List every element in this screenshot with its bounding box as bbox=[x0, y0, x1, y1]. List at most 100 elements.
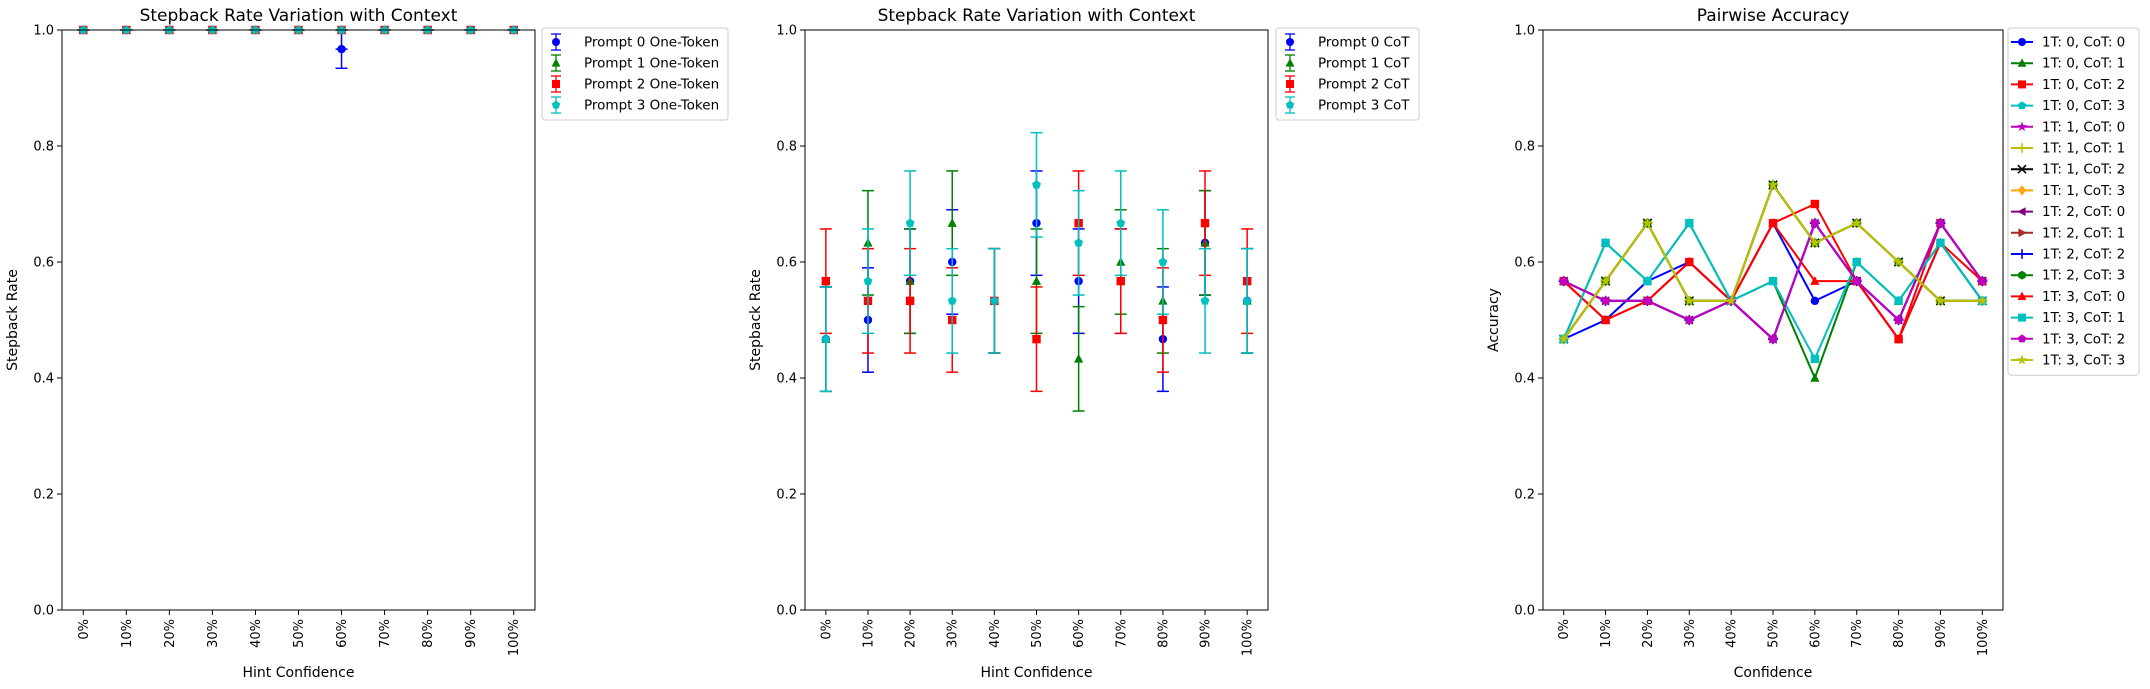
data-point bbox=[1158, 315, 1168, 325]
x-tick-label: 60% bbox=[1072, 619, 1087, 648]
plot-area bbox=[804, 29, 1269, 611]
x-tick-label: 30% bbox=[206, 619, 221, 648]
legend-marker bbox=[2017, 101, 2027, 110]
data-point bbox=[1810, 276, 1820, 285]
legend-label: 1T: 3, CoT: 0 bbox=[2042, 289, 2125, 305]
data-point bbox=[1642, 217, 1653, 228]
x-tick-label: 70% bbox=[1114, 619, 1129, 648]
legend-marker bbox=[2018, 270, 2026, 280]
legend-box bbox=[2007, 27, 2140, 376]
data-point bbox=[905, 296, 915, 306]
y-tick-label: 0.0 bbox=[33, 604, 54, 619]
legend-marker bbox=[551, 58, 561, 67]
x-tick-label: 90% bbox=[464, 619, 479, 648]
y-tick-label: 1.0 bbox=[33, 24, 54, 39]
data-point bbox=[1893, 256, 1904, 267]
data-point bbox=[947, 296, 957, 305]
data-point bbox=[1810, 199, 1820, 209]
y-tick-label: 0.8 bbox=[33, 140, 54, 155]
data-point bbox=[1558, 333, 1569, 344]
series-7 bbox=[1559, 179, 1987, 345]
series-11 bbox=[1559, 180, 1987, 344]
data-point bbox=[1684, 315, 1694, 324]
y-tick-label: 0.0 bbox=[776, 604, 797, 619]
data-point bbox=[1601, 296, 1610, 305]
legend-label: 1T: 2, CoT: 2 bbox=[2042, 247, 2125, 263]
legend-label: 1T: 3, CoT: 1 bbox=[2042, 310, 2125, 326]
x-tick-label: 0% bbox=[819, 619, 834, 640]
y-tick-label: 0.2 bbox=[1514, 488, 1535, 503]
x-tick-label: 20% bbox=[1641, 619, 1656, 648]
x-tick-label: 30% bbox=[946, 619, 961, 648]
legend-marker bbox=[2017, 143, 2027, 153]
data-point bbox=[1977, 276, 1987, 285]
data-point bbox=[1768, 334, 1778, 343]
x-tick-label: 80% bbox=[1156, 619, 1171, 648]
data-point bbox=[1684, 295, 1695, 306]
x-tick-label: 10% bbox=[120, 619, 135, 648]
data-point bbox=[1936, 238, 1945, 248]
x-axis-label: Hint Confidence bbox=[243, 665, 355, 681]
data-point bbox=[989, 296, 999, 305]
legend-label: 1T: 1, CoT: 2 bbox=[2042, 162, 2125, 178]
legend-label: 1T: 3, CoT: 2 bbox=[2042, 331, 2125, 347]
legend-label: Prompt 2 One-Token bbox=[584, 77, 719, 93]
data-point bbox=[1810, 354, 1820, 364]
data-point bbox=[1074, 238, 1084, 247]
series-6 bbox=[1558, 180, 1988, 344]
x-tick-label: 0% bbox=[77, 619, 92, 640]
data-point bbox=[1894, 296, 1903, 306]
data-point bbox=[1810, 372, 1820, 382]
legend-marker bbox=[2017, 121, 2027, 132]
y-tick-label: 0.8 bbox=[776, 140, 797, 155]
data-point bbox=[1200, 296, 1210, 305]
legend-marker bbox=[2017, 291, 2027, 300]
legend-marker bbox=[2017, 164, 2027, 174]
x-tick-label: 60% bbox=[1808, 619, 1823, 648]
x-tick-label: 40% bbox=[988, 619, 1003, 648]
data-point bbox=[1894, 315, 1903, 324]
legend-label: 1T: 2, CoT: 3 bbox=[2042, 268, 2125, 284]
legend-box bbox=[1275, 27, 1420, 121]
y-tick-label: 1.0 bbox=[776, 24, 797, 39]
legend-label: Prompt 3 CoT bbox=[1318, 98, 1410, 114]
data-point bbox=[1643, 296, 1652, 305]
x-tick-label: 60% bbox=[335, 619, 350, 648]
data-point bbox=[1893, 334, 1904, 343]
legend-marker bbox=[2018, 185, 2026, 196]
x-tick-label: 100% bbox=[1241, 619, 1256, 656]
data-point bbox=[1810, 296, 1820, 306]
x-tick-label: 100% bbox=[507, 619, 522, 656]
legend-label: 1T: 2, CoT: 1 bbox=[2042, 225, 2125, 241]
x-tick-label: 30% bbox=[1683, 619, 1698, 648]
x-tick-label: 70% bbox=[1850, 619, 1865, 648]
chart-panel-2: Pairwise Accuracy 0.0 0.2 0.4 0.6 0.8 1.0 0% 10%… bbox=[1486, 6, 2140, 681]
y-tick-label: 0.8 bbox=[1514, 140, 1535, 155]
data-point bbox=[1768, 276, 1778, 286]
data-point bbox=[1031, 276, 1042, 285]
data-point bbox=[1559, 276, 1569, 285]
legend-label: Prompt 2 CoT bbox=[1318, 77, 1410, 93]
x-axis-label: Confidence bbox=[1734, 665, 1813, 681]
data-point bbox=[1936, 218, 1945, 227]
legend-label: 1T: 0, CoT: 3 bbox=[2042, 98, 2125, 114]
data-point bbox=[1074, 353, 1084, 363]
legend-marker bbox=[2018, 313, 2026, 322]
legend-label: 1T: 1, CoT: 0 bbox=[2042, 119, 2125, 135]
x-tick-label: 50% bbox=[1030, 619, 1045, 648]
x-tick-label: 20% bbox=[904, 619, 919, 648]
chart-title: Pairwise Accuracy bbox=[1697, 6, 1850, 26]
y-tick-label: 0.4 bbox=[1514, 372, 1535, 387]
legend-marker bbox=[2017, 354, 2027, 365]
legend-marker bbox=[552, 80, 560, 88]
legend-label: Prompt 1 CoT bbox=[1318, 56, 1410, 72]
legend-box bbox=[541, 27, 729, 121]
data-point bbox=[1768, 218, 1778, 227]
legend-label: 1T: 2, CoT: 0 bbox=[2042, 204, 2125, 220]
legend: Prompt 0 CoT Prompt 1 CoT Prompt 2 CoT Prom… bbox=[1275, 27, 1420, 121]
x-tick-label: 40% bbox=[1725, 619, 1740, 648]
legend-label: 1T: 0, CoT: 0 bbox=[2042, 35, 2125, 51]
legend-marker bbox=[2017, 207, 2026, 216]
data-point bbox=[1600, 314, 1611, 324]
series-3 bbox=[1559, 180, 1987, 343]
